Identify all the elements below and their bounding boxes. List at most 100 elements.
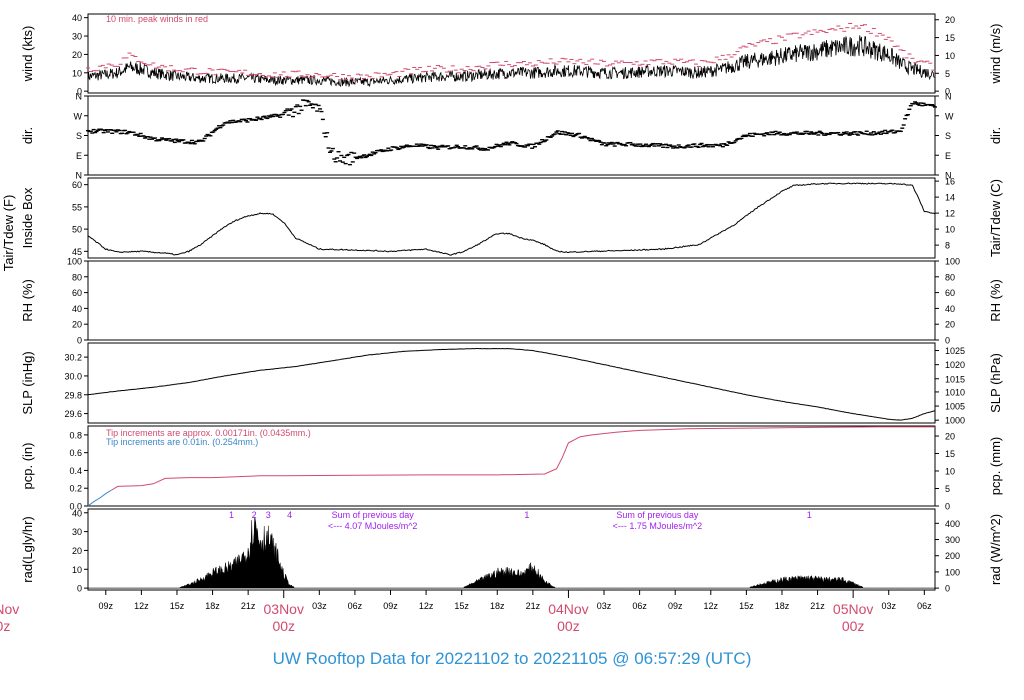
slp-right-tick-label: 1010 — [945, 387, 965, 397]
time-axis-tick-label: 09z — [99, 601, 114, 611]
rad-day-marker: 1 — [524, 510, 529, 520]
pcp-right-tick-label: 5 — [945, 484, 950, 494]
time-axis-tick-label: 03z — [881, 601, 896, 611]
slp-right-tick-label: 1020 — [945, 360, 965, 370]
rh-left-tick-label: 0 — [77, 336, 82, 346]
day-label-date: 03Nov — [264, 601, 304, 617]
rad-left-tick-label: 30 — [72, 527, 82, 537]
rh-right-tick-label: 20 — [945, 320, 955, 330]
day-label-hour: 00z — [842, 618, 865, 634]
slp-left-tick-label: 29.6 — [64, 409, 82, 419]
temp-right-tick-label: 12 — [945, 209, 955, 219]
wind-left-tick-label: 0 — [77, 87, 82, 97]
time-axis-tick-label: 15z — [170, 601, 185, 611]
time-axis-tick-label: 12z — [134, 601, 149, 611]
time-axis-tick-label: 06z — [917, 601, 932, 611]
rad-day-marker: 2 — [252, 510, 257, 520]
time-axis-tick-label: 15z — [739, 601, 754, 611]
slp-ylabel-left: SLP (inHg) — [20, 351, 35, 414]
slp-right-tick-label: 1005 — [945, 402, 965, 412]
temp-ylabel-left: Tair/Tdew (F) — [1, 195, 16, 272]
time-axis-tick-label: 18z — [205, 601, 220, 611]
rad-panel-frame — [87, 508, 936, 591]
rad-right-tick-label: 0 — [945, 584, 950, 594]
rad-left-tick-label: 40 — [72, 508, 82, 518]
temp-panel-frame — [87, 177, 936, 259]
slp-right-tick-label: 1000 — [945, 416, 965, 426]
rad-left-tick-label: 10 — [72, 565, 82, 575]
rad-left-tick-label: 0 — [77, 584, 82, 594]
rh-ylabel-right: RH (%) — [988, 279, 1003, 322]
slp-ylabel-right: SLP (hPa) — [988, 353, 1003, 413]
wind-annotation: 10 min. peak winds in red — [106, 14, 208, 24]
temp-right-tick-label: 8 — [945, 241, 950, 251]
rad-day-sum-title: Sum of previous day — [332, 510, 415, 520]
pcp-left-tick-label: 0.0 — [69, 502, 82, 512]
dir-panel-frame — [87, 95, 936, 176]
dir-right-tick-label: N — [945, 92, 952, 102]
time-axis-tick-label: 18z — [775, 601, 790, 611]
dir-ylabel-right: dir. — [988, 127, 1003, 144]
dir-left-tick-label: N — [76, 92, 83, 102]
wind-left-tick-label: 20 — [72, 50, 82, 60]
wind-ylabel-left: wind (kts) — [20, 26, 35, 83]
dir-left-tick-label: W — [74, 111, 83, 121]
day-label-date: 05Nov — [833, 601, 873, 617]
pcp-left-tick-label: 0.4 — [69, 466, 82, 476]
wind-right-tick-label: 0 — [945, 87, 950, 97]
slp-left-tick-label: 30.2 — [64, 353, 82, 363]
rad-right-tick-label: 200 — [945, 551, 960, 561]
day-label-date: 02Nov — [0, 601, 19, 617]
pcp-right-tick-label: 15 — [945, 449, 955, 459]
temp-left-tick-label: 45 — [72, 247, 82, 257]
rh-left-tick-label: 100 — [67, 257, 82, 267]
rad-right-tick-label: 300 — [945, 535, 960, 545]
wind-speed-line — [87, 35, 936, 88]
pcp-annotation-2: Tip increments are 0.01in. (0.254mm.) — [106, 437, 258, 447]
slp-left-tick-label: 30.0 — [64, 371, 82, 381]
pcp-right-tick-label: 0 — [945, 502, 950, 512]
wind-right-tick-label: 15 — [945, 33, 955, 43]
time-axis-tick-label: 03z — [597, 601, 612, 611]
air-temperature-line — [87, 182, 936, 256]
temp-left-tick-label: 55 — [72, 202, 82, 212]
temp-left-tick-label: 60 — [72, 180, 82, 190]
pcp-annotation-1: Tip increments are approx. 0.00171in. (0… — [106, 428, 311, 438]
wind-panel-frame — [87, 13, 936, 94]
dir-right-tick-label: S — [945, 131, 951, 141]
wind-left-tick-label: 40 — [72, 13, 82, 23]
radiation-area — [88, 516, 935, 589]
rad-right-tick-label: 400 — [945, 519, 960, 529]
day-label-hour: 00z — [0, 618, 10, 634]
time-axis-tick-label: 15z — [454, 601, 469, 611]
time-axis-tick-label: 06z — [348, 601, 363, 611]
day-label-hour: 00z — [272, 618, 295, 634]
chart-title: UW Rooftop Data for 20221102 to 20221105… — [272, 649, 752, 668]
pcp-right-tick-label: 10 — [945, 466, 955, 476]
rad-day-marker: 4 — [287, 510, 292, 520]
pcp-panel-frame — [87, 425, 936, 507]
pcp-left-tick-label: 0.2 — [69, 484, 82, 494]
slp-panel-frame — [87, 342, 936, 424]
temp-left-tick-label: 50 — [72, 225, 82, 235]
rad-ylabel-right: rad (W/m^2) — [988, 514, 1003, 585]
rh-right-tick-label: 60 — [945, 288, 955, 298]
rad-right-tick-label: 100 — [945, 567, 960, 577]
rad-day-sum-value: <--- 1.75 MJoules/m^2 — [613, 521, 703, 531]
rh-right-tick-label: 80 — [945, 272, 955, 282]
rad-left-tick-label: 20 — [72, 546, 82, 556]
temp-ylabel-right: Tair/Tdew (C) — [988, 179, 1003, 257]
pcp-ylabel-left: pcp. (in) — [20, 443, 35, 490]
rh-panel-frame — [87, 260, 936, 341]
temp-right-tick-label: 16 — [945, 177, 955, 187]
time-axis-tick-label: 03z — [312, 601, 327, 611]
wind-right-tick-label: 20 — [945, 15, 955, 25]
time-axis-tick-label: 18z — [490, 601, 505, 611]
rh-right-tick-label: 40 — [945, 304, 955, 314]
rh-right-tick-label: 0 — [945, 336, 950, 346]
slp-right-tick-label: 1015 — [945, 374, 965, 384]
slp-left-tick-label: 29.8 — [64, 390, 82, 400]
pcp-right-tick-label: 20 — [945, 432, 955, 442]
dir-right-tick-label: E — [945, 151, 951, 161]
